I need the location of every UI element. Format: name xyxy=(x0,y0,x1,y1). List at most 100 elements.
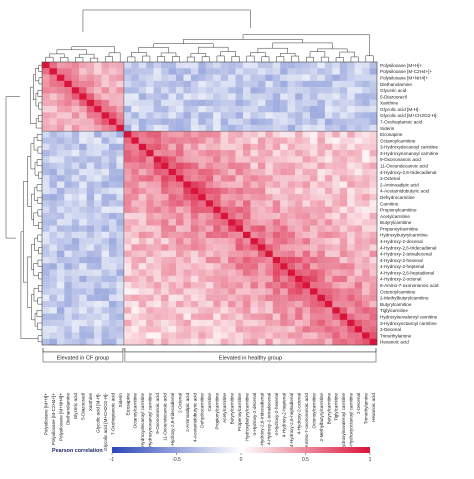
heatmap-cell xyxy=(146,231,154,239)
row-label: Hydroxyisovaleroyl carnitine xyxy=(380,314,438,319)
heatmap-cell xyxy=(138,275,147,283)
heatmap-cell xyxy=(235,118,244,126)
heatmap-cell xyxy=(161,156,169,163)
heatmap-cell xyxy=(250,200,259,207)
heatmap-cell xyxy=(138,338,147,346)
heatmap-cell xyxy=(220,162,229,170)
heatmap-cell xyxy=(116,131,125,138)
heatmap-cell xyxy=(362,187,370,195)
heatmap-cell xyxy=(86,175,95,182)
heatmap-cell xyxy=(146,168,154,176)
row-label: 3-Hydroxydecanoyl carnitine xyxy=(380,145,438,150)
heatmap-cell xyxy=(228,275,236,283)
heatmap-cell xyxy=(116,150,125,157)
heatmap-cell xyxy=(220,175,229,182)
heatmap-cell xyxy=(339,238,348,245)
heatmap-cell xyxy=(354,187,363,195)
heatmap-cell xyxy=(324,225,333,232)
heatmap-cell xyxy=(265,282,273,289)
heatmap-cell xyxy=(250,212,259,220)
heatmap-cell xyxy=(153,162,162,170)
heatmap-cell xyxy=(339,62,348,69)
heatmap-cell xyxy=(310,168,318,176)
heatmap-cell xyxy=(362,74,370,82)
heatmap-cell xyxy=(205,225,214,232)
heatmap-cell xyxy=(205,313,214,320)
heatmap-cell xyxy=(109,87,117,94)
heatmap-cell xyxy=(332,294,340,302)
dendrogram-link xyxy=(36,159,42,167)
heatmap-cell xyxy=(235,219,244,226)
heatmap-cell xyxy=(362,168,370,176)
heatmap-cell xyxy=(79,62,87,69)
heatmap-cell xyxy=(213,181,221,188)
heatmap-cell xyxy=(302,269,311,276)
heatmap-cell xyxy=(228,300,236,308)
heatmap-cell xyxy=(101,250,110,258)
heatmap-cell xyxy=(317,200,326,207)
heatmap-cell xyxy=(310,162,318,170)
column-label: Carnitine xyxy=(207,393,212,412)
row-label: 4-Hydroxy-2-heptenal xyxy=(380,264,424,269)
heatmap-cell xyxy=(146,181,154,188)
heatmap-cell xyxy=(280,206,288,214)
heatmap-cell xyxy=(235,156,244,163)
heatmap-cell xyxy=(42,338,50,346)
heatmap-cell xyxy=(272,118,281,126)
heatmap-cell xyxy=(287,294,296,302)
column-label: Hydroxyisovaleroyl carnitine xyxy=(341,393,346,451)
heatmap-cell xyxy=(123,231,132,239)
heatmap-cell xyxy=(176,187,184,195)
dendrogram-link xyxy=(309,51,326,58)
heatmap-cell xyxy=(116,231,125,239)
heatmap-cell xyxy=(176,225,184,232)
heatmap-cell xyxy=(49,338,58,346)
heatmap-cell xyxy=(369,313,378,320)
heatmap-cell xyxy=(183,156,192,163)
heatmap-cell xyxy=(131,244,139,251)
heatmap-cell xyxy=(257,319,266,327)
heatmap-cell xyxy=(71,219,80,226)
heatmap-cell xyxy=(190,263,199,270)
heatmap-cell xyxy=(101,269,110,276)
heatmap-cell xyxy=(257,194,266,201)
heatmap-cell xyxy=(71,124,80,132)
heatmap-cell xyxy=(64,263,72,270)
heatmap-cell xyxy=(280,87,288,94)
heatmap-cell xyxy=(161,137,169,144)
heatmap-cell xyxy=(42,256,50,264)
heatmap-cell xyxy=(295,143,303,151)
heatmap-cell xyxy=(243,175,251,182)
dendrogram-link xyxy=(105,56,113,62)
heatmap-cell xyxy=(324,269,333,276)
dendrogram-link xyxy=(49,53,65,58)
heatmap-cell xyxy=(123,225,132,232)
heatmap-cell xyxy=(131,319,139,327)
heatmap-cell xyxy=(138,175,147,182)
heatmap-cell xyxy=(265,275,273,283)
heatmap-cell xyxy=(71,106,80,113)
heatmap-cell xyxy=(42,150,50,157)
heatmap-cell xyxy=(317,288,326,295)
heatmap-cell xyxy=(362,150,370,157)
heatmap-cell xyxy=(213,175,221,182)
heatmap-cell xyxy=(317,175,326,182)
heatmap-cell xyxy=(94,156,102,163)
heatmap-cell xyxy=(310,62,318,69)
heatmap-cell xyxy=(339,294,348,302)
heatmap-cell xyxy=(71,99,80,107)
heatmap-cell xyxy=(198,225,206,232)
heatmap-cell xyxy=(131,194,139,201)
heatmap-cell xyxy=(190,244,199,251)
heatmap-cell xyxy=(71,131,80,138)
heatmap-cell xyxy=(190,87,199,94)
heatmap-cell xyxy=(123,137,132,144)
heatmap-cell xyxy=(198,118,206,126)
heatmap-cell xyxy=(228,137,236,144)
heatmap-cell xyxy=(176,313,184,320)
heatmap-cell xyxy=(324,294,333,302)
heatmap-cell xyxy=(161,326,169,333)
heatmap-cell xyxy=(362,338,370,346)
heatmap-cell xyxy=(243,156,251,163)
heatmap-cell xyxy=(138,263,147,270)
